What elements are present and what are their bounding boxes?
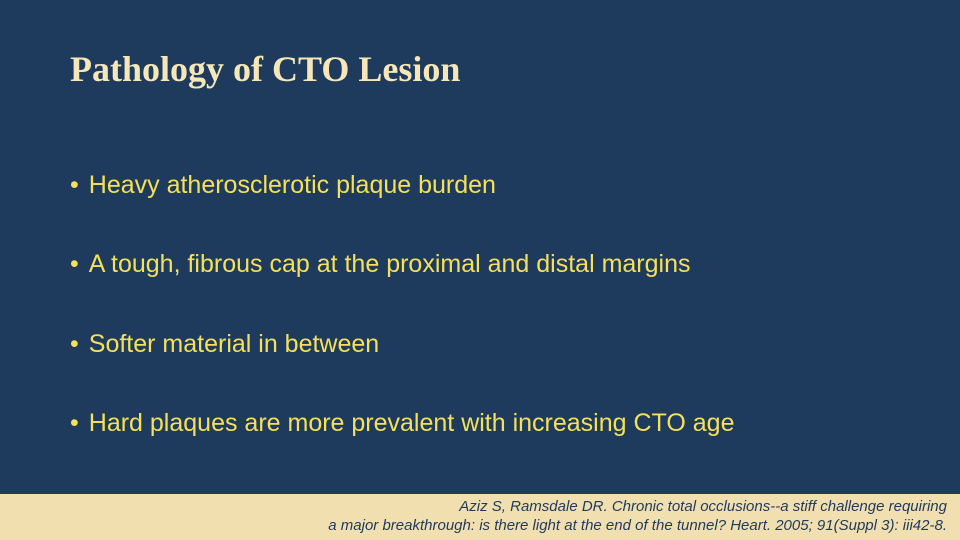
bullet-item: • Heavy atherosclerotic plaque burden — [70, 170, 890, 201]
bullet-marker-icon: • — [70, 249, 79, 280]
bullet-list: • Heavy atherosclerotic plaque burden • A t… — [70, 170, 890, 439]
bullet-text: Softer material in between — [89, 329, 890, 360]
citation-line-1: Aziz S, Ramsdale DR. Chronic total occlu… — [459, 498, 947, 515]
bullet-marker-icon: • — [70, 170, 79, 201]
slide: Pathology of CTO Lesion • Heavy atheroscl… — [0, 0, 960, 540]
citation: Aziz S, Ramsdale DR. Chronic total occlu… — [0, 498, 955, 536]
citation-line-2: a major breakthrough: is there light at … — [328, 517, 947, 534]
bullet-item: • A tough, fibrous cap at the proximal an… — [70, 249, 890, 280]
bullet-text: Hard plaques are more prevalent with inc… — [89, 408, 890, 439]
bullet-text: Heavy atherosclerotic plaque burden — [89, 170, 890, 201]
slide-title: Pathology of CTO Lesion — [70, 48, 460, 90]
bullet-text: A tough, fibrous cap at the proximal and… — [89, 249, 890, 280]
bullet-item: • Softer material in between — [70, 329, 890, 360]
bullet-item: • Hard plaques are more prevalent with in… — [70, 408, 890, 439]
bullet-marker-icon: • — [70, 329, 79, 360]
bullet-marker-icon: • — [70, 408, 79, 439]
